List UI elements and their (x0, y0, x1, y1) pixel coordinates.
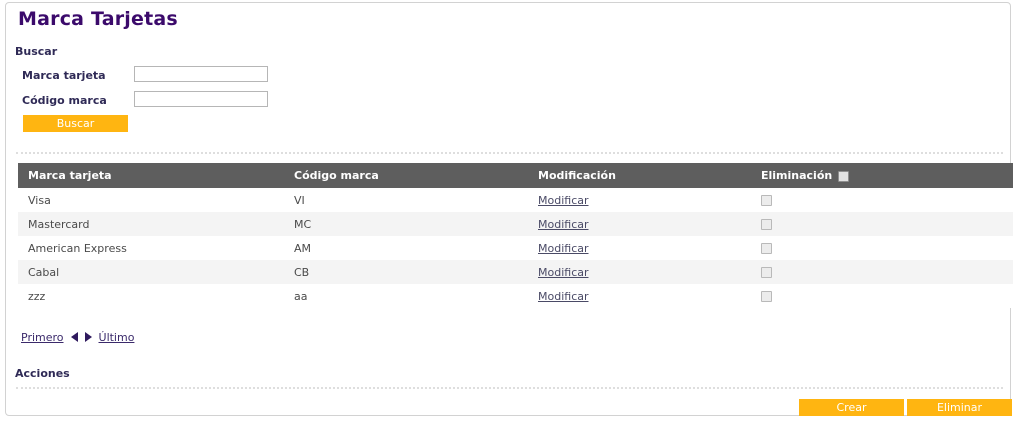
table-body: Visa VI Modificar Mastercard MC Modificar Amer… (18, 188, 1013, 308)
table-row: Cabal CB Modificar (18, 260, 1013, 284)
column-header-eliminacion-label: Eliminación (761, 169, 833, 182)
triangle-left-icon[interactable] (70, 332, 78, 342)
select-all-checkbox[interactable] (838, 170, 850, 182)
column-header-modificacion: Modificación (528, 163, 751, 188)
cell-marca-tarjeta: Mastercard (18, 212, 284, 236)
cell-eliminacion (751, 236, 1013, 260)
cell-codigo-marca: aa (284, 284, 528, 308)
row-select-checkbox[interactable] (761, 243, 772, 254)
modificar-link[interactable]: Modificar (538, 193, 589, 207)
table-row: zzz aa Modificar (18, 284, 1013, 308)
cell-marca-tarjeta: American Express (18, 236, 284, 260)
modificar-link[interactable]: Modificar (538, 241, 589, 255)
codigo-marca-label: Código marca (22, 94, 107, 107)
cell-marca-tarjeta: Visa (18, 188, 284, 212)
column-header-marca-tarjeta: Marca tarjeta (18, 163, 284, 188)
divider-above-actions (16, 387, 1003, 389)
table-row: American Express AM Modificar (18, 236, 1013, 260)
cell-eliminacion (751, 212, 1013, 236)
field-row-codigo-marca: Código marca (6, 91, 306, 113)
triangle-right-icon[interactable] (84, 332, 92, 342)
search-section-legend: Buscar (15, 45, 58, 58)
table-header-row: Marca tarjeta Código marca Modificación … (18, 163, 1013, 188)
field-row-marca-tarjeta: Marca tarjeta (6, 66, 306, 88)
cell-codigo-marca: CB (284, 260, 528, 284)
pagination: Primero Último (21, 330, 134, 344)
eliminar-button[interactable]: Eliminar (907, 399, 1012, 416)
modificar-link[interactable]: Modificar (538, 217, 589, 231)
cell-modificacion: Modificar (528, 212, 751, 236)
table-row: Visa VI Modificar (18, 188, 1013, 212)
divider-above-table (16, 152, 1003, 154)
cell-modificacion: Modificar (528, 236, 751, 260)
marcas-table: Marca tarjeta Código marca Modificación … (18, 163, 1013, 308)
codigo-marca-input[interactable] (134, 91, 268, 107)
crear-button[interactable]: Crear (799, 399, 904, 416)
column-header-codigo-marca: Código marca (284, 163, 528, 188)
actions-section-legend: Acciones (15, 367, 70, 380)
cell-marca-tarjeta: zzz (18, 284, 284, 308)
page-title: Marca Tarjetas (18, 8, 178, 30)
marca-tarjeta-input[interactable] (134, 66, 268, 82)
pagination-last-link[interactable]: Último (98, 330, 135, 344)
modificar-link[interactable]: Modificar (538, 289, 589, 303)
modificar-link[interactable]: Modificar (538, 265, 589, 279)
page-card: Marca Tarjetas Buscar Marca tarjeta Códi… (5, 2, 1013, 416)
cell-modificacion: Modificar (528, 284, 751, 308)
row-select-checkbox[interactable] (761, 219, 772, 230)
column-header-eliminacion: Eliminación (751, 163, 1013, 188)
cell-eliminacion (751, 188, 1013, 212)
cell-modificacion: Modificar (528, 260, 751, 284)
cell-eliminacion (751, 284, 1013, 308)
cell-codigo-marca: MC (284, 212, 528, 236)
cell-codigo-marca: VI (284, 188, 528, 212)
row-select-checkbox[interactable] (761, 195, 772, 206)
buscar-button[interactable]: Buscar (23, 115, 128, 132)
cell-marca-tarjeta: Cabal (18, 260, 284, 284)
marca-tarjeta-label: Marca tarjeta (22, 69, 106, 82)
cell-codigo-marca: AM (284, 236, 528, 260)
cell-modificacion: Modificar (528, 188, 751, 212)
pagination-first-link[interactable]: Primero (21, 330, 64, 344)
table-row: Mastercard MC Modificar (18, 212, 1013, 236)
cell-eliminacion (751, 260, 1013, 284)
row-select-checkbox[interactable] (761, 267, 772, 278)
row-select-checkbox[interactable] (761, 291, 772, 302)
